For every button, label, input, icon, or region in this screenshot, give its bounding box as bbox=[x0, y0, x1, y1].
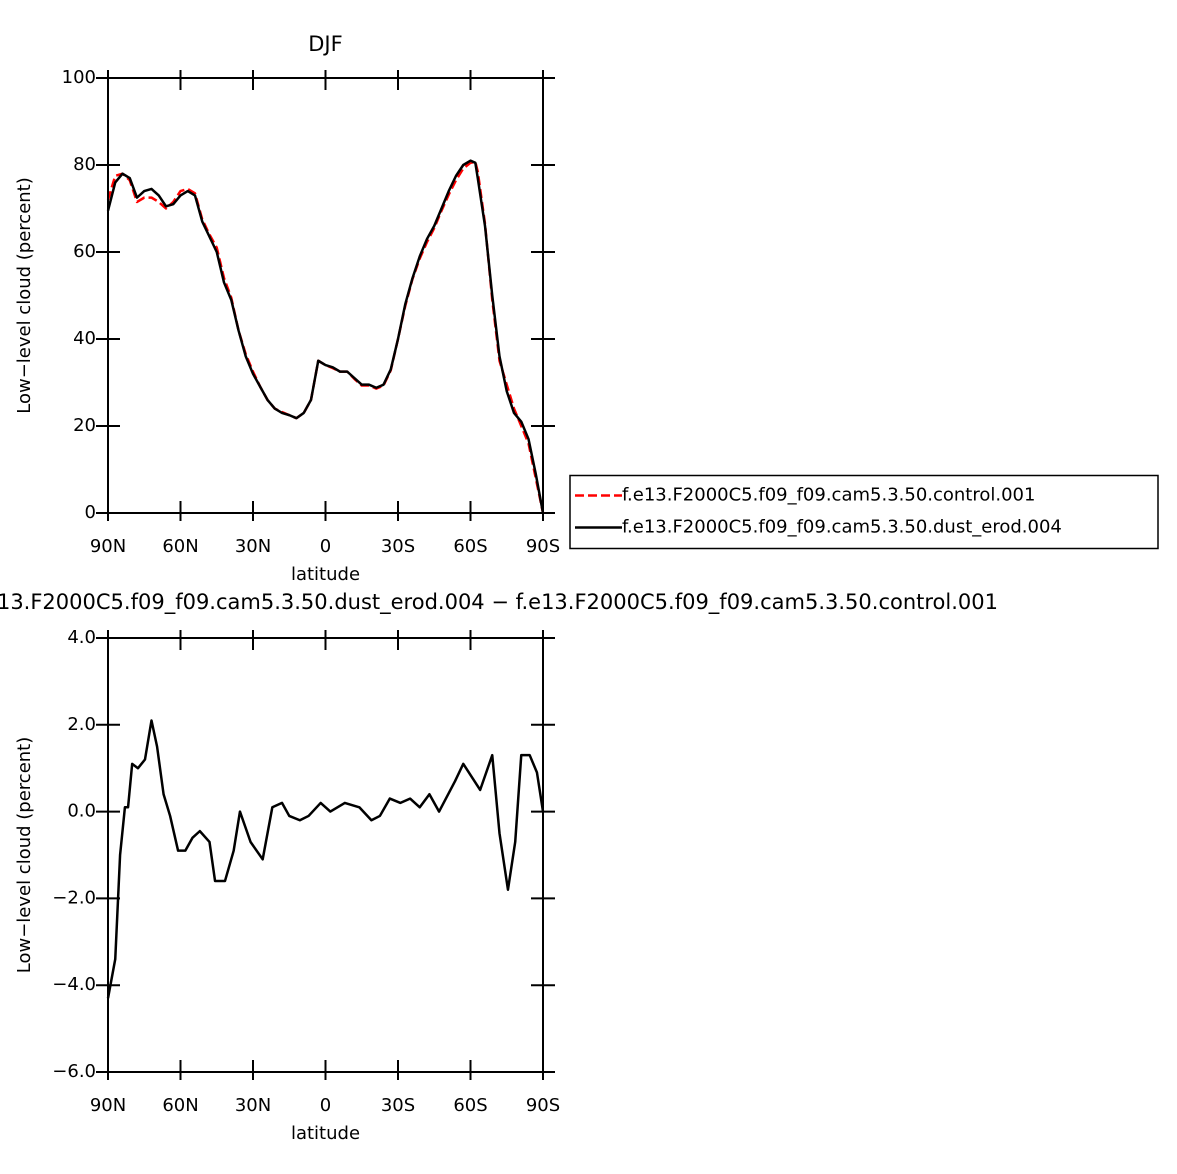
y-tick-label: 40 bbox=[73, 328, 96, 349]
legend-box bbox=[569, 474, 1159, 550]
y-tick-label: 100 bbox=[62, 67, 96, 88]
x-axis-label: latitude bbox=[291, 564, 360, 585]
x-tick-label: 0 bbox=[320, 1095, 331, 1116]
y-tick-label: −6.0 bbox=[52, 1061, 96, 1082]
x-tick-label: 30N bbox=[235, 536, 271, 557]
legend-label: f.e13.F2000C5.f09_f09.cam5.3.50.control.… bbox=[622, 485, 1035, 506]
y-tick-label: 20 bbox=[73, 415, 96, 436]
x-tick-label: 90S bbox=[526, 536, 560, 557]
y-tick-label: 4.0 bbox=[67, 627, 96, 648]
data-line bbox=[106, 160, 545, 514]
x-tick-label: 30S bbox=[381, 536, 415, 557]
y-tick-label: 2.0 bbox=[67, 714, 96, 735]
x-tick-label: 0 bbox=[320, 536, 331, 557]
x-tick-label: 60S bbox=[453, 536, 487, 557]
y-tick-label: −2.0 bbox=[52, 887, 96, 908]
y-tick-label: −4.0 bbox=[52, 974, 96, 995]
x-tick-label: 90N bbox=[90, 536, 126, 557]
legend-label: f.e13.F2000C5.f09_f09.cam5.3.50.dust_ero… bbox=[622, 517, 1062, 538]
y-tick-label: 0.0 bbox=[67, 801, 96, 822]
data-line bbox=[106, 719, 545, 999]
x-tick-label: 60S bbox=[453, 1095, 487, 1116]
x-tick-label: 60N bbox=[162, 1095, 198, 1116]
x-tick-label: 30N bbox=[235, 1095, 271, 1116]
x-tick-label: 90S bbox=[526, 1095, 560, 1116]
plot-frame bbox=[107, 77, 544, 514]
y-axis-label: Low−level cloud (percent) bbox=[14, 177, 35, 414]
plot-frame bbox=[107, 637, 544, 1073]
y-axis-label: Low−level cloud (percent) bbox=[14, 737, 35, 974]
x-tick-label: 30S bbox=[381, 1095, 415, 1116]
chart-title: f.e13.F2000C5.f09_f09.cam5.3.50.dust_ero… bbox=[0, 590, 998, 615]
chart-title: DJF bbox=[308, 32, 342, 56]
y-tick-label: 0 bbox=[85, 502, 96, 523]
data-line bbox=[106, 159, 545, 514]
x-axis-label: latitude bbox=[291, 1123, 360, 1144]
y-tick-label: 60 bbox=[73, 241, 96, 262]
x-tick-label: 90N bbox=[90, 1095, 126, 1116]
x-tick-label: 60N bbox=[162, 536, 198, 557]
y-tick-label: 80 bbox=[73, 154, 96, 175]
